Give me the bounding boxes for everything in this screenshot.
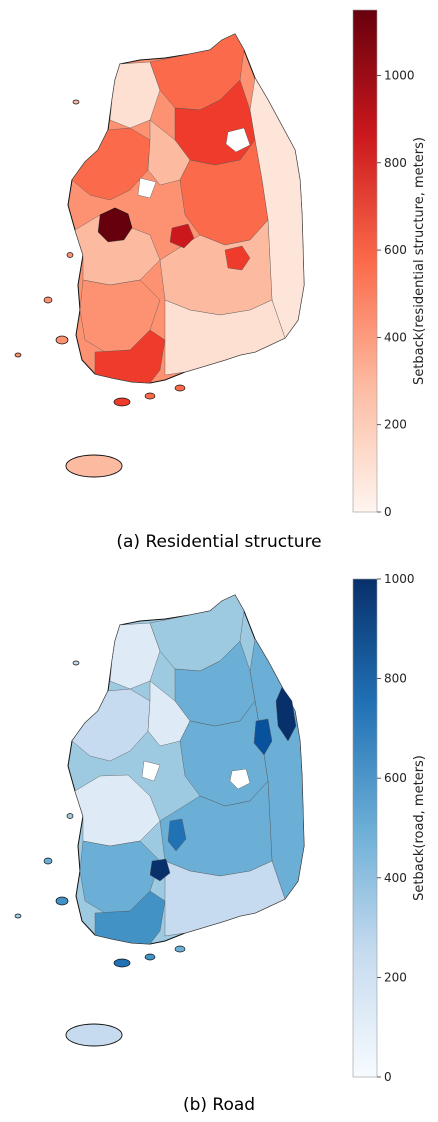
colorbar-road-tick-label: 200 bbox=[384, 970, 407, 984]
island-south-2 bbox=[144, 953, 156, 961]
district-north bbox=[149, 594, 245, 672]
colorbar-road-bar bbox=[352, 578, 378, 1078]
district-daegu bbox=[224, 245, 251, 271]
colorbar-residential-tick-label: 600 bbox=[384, 243, 407, 257]
district-south-mid bbox=[167, 818, 187, 852]
colorbar-residential: 0 200 400 600 800 1000 Setback(residential st… bbox=[352, 9, 427, 519]
colorbar-residential-ticks: 0 200 400 600 800 1000 bbox=[377, 68, 415, 519]
colorbar-residential-tick-label: 200 bbox=[384, 418, 407, 432]
district-southeast bbox=[164, 299, 286, 376]
island-south-2 bbox=[144, 392, 156, 400]
caption-road: (b) Road bbox=[182, 1095, 256, 1115]
island-west-1 bbox=[66, 813, 74, 819]
panel-road: 0 200 400 600 800 1000 Setback(road, meters) … bbox=[0, 561, 438, 1122]
island-south-3 bbox=[174, 945, 186, 953]
district-north bbox=[149, 33, 245, 111]
colorbar-residential-tick-label: 1000 bbox=[384, 68, 415, 82]
island-southwest-2 bbox=[43, 857, 53, 865]
island-south-1 bbox=[113, 958, 131, 968]
district-east-spot bbox=[225, 127, 251, 153]
colorbar-road-ticks: 0 200 400 600 800 1000 bbox=[377, 572, 415, 1084]
district-east-spot bbox=[229, 768, 251, 790]
district-midwest bbox=[74, 774, 161, 847]
district-capital bbox=[147, 119, 191, 186]
island-far-west bbox=[14, 352, 22, 358]
colorbar-road-tick-label: 0 bbox=[384, 1070, 392, 1084]
district-capital bbox=[147, 680, 191, 747]
caption-residential: (a) Residential structure bbox=[116, 532, 322, 552]
island-west-1 bbox=[66, 252, 74, 258]
panel-residential: 0 200 400 600 800 1000 Setback(residential st… bbox=[14, 9, 427, 552]
island-nw bbox=[72, 99, 80, 105]
district-east-inland-dark bbox=[253, 718, 273, 756]
island-jeju bbox=[65, 1023, 123, 1047]
district-east-dark bbox=[275, 686, 297, 742]
district-south-tip bbox=[94, 890, 166, 945]
colorbar-residential-bar bbox=[352, 9, 378, 513]
korea-mainland-road bbox=[67, 594, 305, 945]
colorbar-residential-tick-label: 0 bbox=[384, 505, 392, 519]
district-south-tip bbox=[94, 329, 166, 384]
district-southwest bbox=[79, 279, 161, 353]
colorbar-road-tick-label: 400 bbox=[384, 871, 407, 885]
map-road: 0 200 400 600 800 1000 Setback(road, meters) bbox=[14, 572, 427, 1084]
island-southwest-1 bbox=[55, 335, 69, 345]
colorbar-road-label: Setback(road, meters) bbox=[412, 755, 427, 901]
island-south-3 bbox=[174, 384, 186, 392]
colorbar-road-tick-label: 800 bbox=[384, 672, 407, 686]
colorbar-road-tick-label: 1000 bbox=[384, 572, 415, 586]
island-southwest-2 bbox=[43, 296, 53, 304]
island-south-1 bbox=[113, 397, 131, 407]
islands-residential bbox=[14, 99, 186, 478]
colorbar-road: 0 200 400 600 800 1000 Setback(road, meters) bbox=[352, 572, 427, 1084]
island-far-west bbox=[14, 913, 22, 919]
map-residential: 0 200 400 600 800 1000 Setback(residential st… bbox=[14, 9, 427, 519]
island-jeju bbox=[65, 454, 123, 478]
korea-mainland-residential bbox=[67, 33, 305, 384]
island-nw bbox=[72, 660, 80, 666]
district-south-dark bbox=[149, 858, 171, 882]
colorbar-residential-tick-label: 800 bbox=[384, 156, 407, 170]
district-center-spot bbox=[137, 177, 157, 199]
islands-road bbox=[14, 660, 186, 1047]
district-southeast bbox=[164, 860, 286, 937]
colorbar-residential-label: Setback(residential structure, meters) bbox=[412, 137, 427, 385]
colorbar-residential-tick-label: 400 bbox=[384, 330, 407, 344]
island-southwest-1 bbox=[55, 896, 69, 906]
colorbar-road-tick-label: 600 bbox=[384, 771, 407, 785]
district-daejeon bbox=[169, 223, 195, 249]
district-center-spot bbox=[141, 760, 161, 782]
